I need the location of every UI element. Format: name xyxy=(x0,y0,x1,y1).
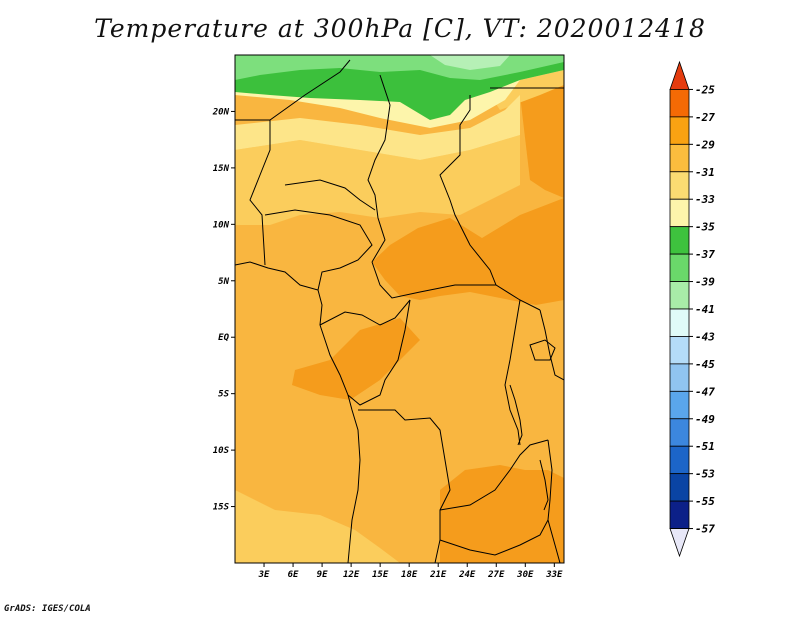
lon-tick-label: 21E xyxy=(429,570,447,580)
field-band-33 xyxy=(235,95,520,160)
border-west-3 xyxy=(264,209,373,291)
lake-malawi xyxy=(539,459,549,511)
colorbar-label: -49 xyxy=(695,413,715,426)
colorbar-label: -51 xyxy=(695,440,715,453)
colorbar-label: -33 xyxy=(695,193,715,206)
lon-tick-label: 30E xyxy=(516,570,534,580)
colorbar-swatch xyxy=(669,363,690,392)
border-south-3 xyxy=(439,519,549,556)
colorbar-swatch xyxy=(669,253,690,282)
temperature-field xyxy=(235,55,564,563)
border-east-2 xyxy=(539,309,564,381)
colorbar-label: -37 xyxy=(695,248,715,261)
colorbar-label: -39 xyxy=(695,276,715,289)
lat-tick-label: 10N xyxy=(213,220,230,230)
colorbar-label: -25 xyxy=(695,83,715,96)
colorbar-swatch xyxy=(669,336,690,365)
colorbar-swatch xyxy=(669,500,690,529)
border-north-1 xyxy=(235,59,351,121)
border-center-3 xyxy=(347,299,411,406)
colorbar-swatch xyxy=(669,390,690,420)
lake-tanganyika xyxy=(509,384,523,446)
colorbar-label: -31 xyxy=(695,166,715,179)
colorbar-swatch xyxy=(669,198,690,228)
colorbar-label: -53 xyxy=(695,468,715,481)
lon-tick-label: 15E xyxy=(372,570,389,580)
colorbar-swatch xyxy=(669,116,690,145)
border-east-1 xyxy=(504,299,521,446)
border-center-2 xyxy=(319,299,411,326)
lon-tick-label: 6E xyxy=(288,570,299,580)
lat-tick-label: 5S xyxy=(218,390,229,400)
border-center-1 xyxy=(371,261,541,311)
field-band-31-southwest xyxy=(235,490,400,563)
colorbar-label: -55 xyxy=(695,495,715,508)
lon-tick-label: 12E xyxy=(343,570,360,580)
colorbar-label: -29 xyxy=(695,138,715,151)
field-band-27-east xyxy=(372,198,564,305)
field-band-27-center xyxy=(292,318,420,400)
colorbar-label: -41 xyxy=(695,303,715,316)
chart-title: Temperature at 300hPa [C], VT: 202001241… xyxy=(94,14,706,43)
lon-tick-label: 3E xyxy=(258,570,270,580)
lat-tick-label: 10S xyxy=(213,446,230,456)
lat-tick-label: 15S xyxy=(213,503,230,513)
colorbar-swatch xyxy=(669,143,690,173)
field-band-41 xyxy=(430,55,510,70)
field-band-27-northeast xyxy=(520,85,564,198)
lon-tick-label: 24E xyxy=(458,570,476,580)
lat-tick-label: 5N xyxy=(218,277,229,287)
longitude-axis: 3E 6E 9E 12E 15E 18E 21E 24E 27E 30E 33E xyxy=(258,563,563,580)
border-south-1 xyxy=(358,409,451,563)
lon-tick-label: 18E xyxy=(401,570,418,580)
colorbar-swatch xyxy=(669,473,690,502)
country-borders xyxy=(235,59,564,563)
colorbar-label: -57 xyxy=(695,523,715,536)
field-band-31-north xyxy=(235,135,520,225)
colorbar-swatch xyxy=(669,171,690,200)
coastline xyxy=(235,261,361,563)
lat-tick-label: EQ xyxy=(218,333,229,343)
colorbar-label: -27 xyxy=(695,111,715,124)
field-band-35 xyxy=(235,55,564,128)
lon-tick-label: 9E xyxy=(317,570,328,580)
colorbar-label: -45 xyxy=(695,358,715,371)
colorbar-swatch xyxy=(669,418,690,447)
colorbar-swatch xyxy=(669,308,690,337)
colorbar-swatch xyxy=(669,445,690,475)
border-north-3 xyxy=(439,95,497,286)
latitude-axis: 20N 15N 10N 5N EQ 5S 10S 15S xyxy=(212,107,235,513)
colorbar-bottom-arrow xyxy=(669,528,690,558)
lon-tick-label: 33E xyxy=(545,570,563,580)
map-frame xyxy=(234,54,565,564)
colorbar-swatch xyxy=(669,281,690,310)
colorbar-label: -43 xyxy=(695,330,715,343)
border-south-2 xyxy=(439,439,549,511)
border-west-1 xyxy=(249,120,271,266)
colorbar-swatch xyxy=(669,89,690,118)
lat-tick-label: 20N xyxy=(212,107,230,117)
colorbar-swatch xyxy=(669,226,690,255)
border-east-3 xyxy=(547,439,561,563)
colorbar-label: -35 xyxy=(695,221,715,234)
colorbar-top-arrow xyxy=(669,60,690,90)
grads-credit: GrADS: IGES/COLA xyxy=(4,604,91,614)
lon-tick-label: 27E xyxy=(487,570,505,580)
lake-victoria xyxy=(529,339,556,361)
border-west-2 xyxy=(284,179,376,211)
lat-tick-label: 15N xyxy=(213,164,230,174)
colorbar-label: -47 xyxy=(695,385,715,398)
colorbar: -25 -27 -29 -31 -33 -35 -37 -39 -41 -43 -45 -47 -49 -… xyxy=(669,60,715,558)
border-north-2 xyxy=(367,74,391,263)
